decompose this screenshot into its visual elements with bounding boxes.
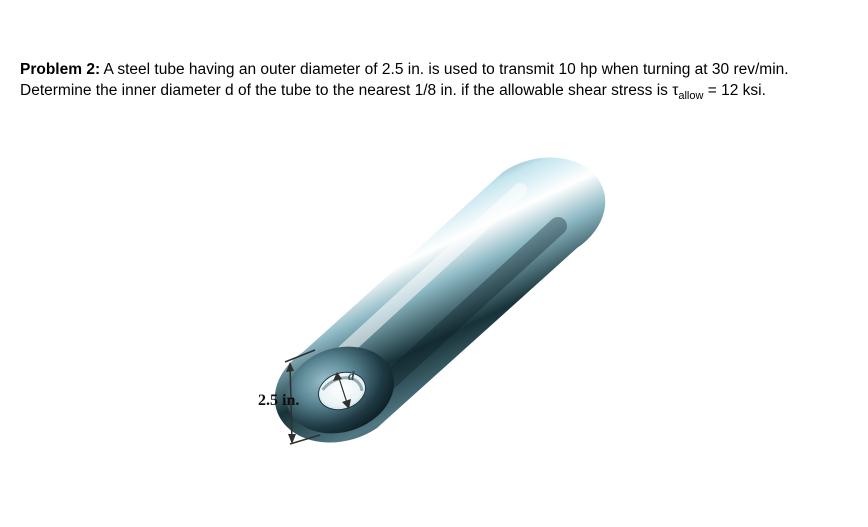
problem-t3: when turning at [597,61,712,78]
tau-eq: = 12 ksi. [703,82,765,99]
problem-statement: Problem 2: A steel tube having an outer … [20,60,848,104]
inner-diameter-label: d [348,368,355,384]
problem-t2: is used to transmit [424,61,558,78]
problem-t1: A steel tube having an outer diameter of [100,61,382,78]
tau-sub: allow [678,90,703,102]
tube-svg [220,140,650,470]
outer-diameter-label: 2.5 in. [258,392,299,410]
power: 10 hp [559,61,598,78]
problem-t4: Determine the inner diameter d of the tu… [20,82,415,99]
precision: 1/8 in. [415,82,457,99]
outer-diameter: 2.5 in. [382,61,424,78]
problem-label: Problem 2: [20,61,100,78]
tube-figure: 2.5 in. d [220,140,650,470]
speed: 30 rev/min. [712,61,789,78]
problem-t5: if the allowable shear stress is [457,82,672,99]
